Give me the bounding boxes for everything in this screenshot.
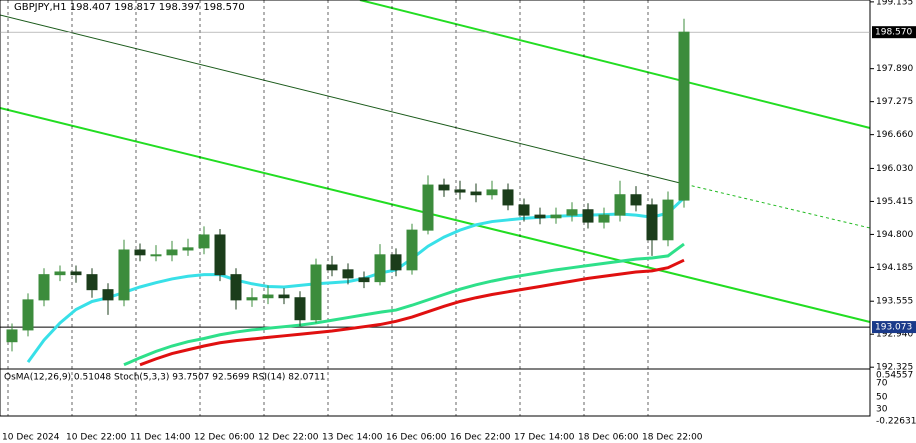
- channel-line: [359, 0, 871, 129]
- candle-body: [54, 271, 66, 276]
- x-tick-label: 10 Dec 2024: [2, 433, 60, 443]
- trend-line: [0, 14, 681, 184]
- candle-body: [6, 329, 18, 343]
- chart-title: GBPJPY,H1 198.407 198.817 198.397 198.57…: [14, 2, 245, 13]
- candle-body: [278, 294, 290, 299]
- candle-body: [358, 277, 370, 283]
- x-tick-label: 12 Dec 22:00: [258, 433, 319, 443]
- candle-body: [294, 297, 306, 321]
- candle-body: [38, 274, 50, 301]
- level-tag: [872, 321, 916, 334]
- y-tick-label: 199.135: [876, 0, 913, 7]
- y-tick-label: 192.325: [876, 363, 913, 373]
- indicator-tick-label: 0.54557: [876, 371, 913, 381]
- x-tick-label: 18 Dec 22:00: [642, 433, 703, 443]
- candle-body: [214, 234, 226, 276]
- x-tick-label: 16 Dec 06:00: [386, 433, 447, 443]
- indicator-tick-label: 50: [876, 393, 888, 403]
- x-tick-label: 18 Dec 06:00: [578, 433, 639, 443]
- candle-body: [486, 189, 498, 196]
- y-tick-label: 192.940: [876, 330, 913, 340]
- y-tick-label: 193.555: [876, 297, 913, 307]
- indicator-tick-label: -0.22631: [876, 417, 916, 427]
- candle-body: [518, 204, 530, 216]
- candle-body: [150, 254, 162, 257]
- current-price-tag: [872, 26, 916, 39]
- indicator-tick-label: 70: [876, 379, 888, 389]
- candle-body: [646, 204, 658, 241]
- moving-average: [139, 258, 685, 367]
- moving-average: [123, 242, 685, 367]
- current-price-label: 198.570: [875, 28, 912, 38]
- candle-body: [534, 214, 546, 219]
- candle-body: [502, 189, 514, 206]
- candle-body: [678, 31, 690, 201]
- candle-body: [310, 264, 322, 321]
- level-label: 193.073: [875, 323, 912, 333]
- candle-body: [86, 274, 98, 291]
- candle-body: [406, 229, 418, 271]
- x-tick-label: 11 Dec 14:00: [130, 433, 191, 443]
- candle-body: [166, 249, 178, 256]
- candle-body: [182, 247, 194, 251]
- candle-body: [230, 274, 242, 301]
- candle-body: [326, 264, 338, 271]
- y-tick-label: 197.275: [876, 97, 913, 107]
- x-tick-label: 12 Dec 06:00: [194, 433, 255, 443]
- x-tick-label: 17 Dec 14:00: [514, 433, 575, 443]
- y-tick-label: 196.030: [876, 164, 913, 174]
- candle-body: [422, 184, 434, 231]
- candle-body: [134, 249, 146, 256]
- y-tick-label: 196.660: [876, 130, 913, 140]
- candle-body: [566, 209, 578, 216]
- candle-body: [454, 189, 466, 193]
- channel-line: [0, 107, 871, 323]
- candle-body: [374, 254, 386, 283]
- candle-body: [342, 269, 354, 279]
- indicator-title: OsMA(12,26,9) 0.51048 Stoch(5,3,3) 93.75…: [4, 373, 326, 383]
- candle-body: [630, 194, 642, 206]
- candle-body: [470, 191, 482, 196]
- candle-body: [438, 184, 450, 191]
- candle-body: [614, 194, 626, 216]
- y-tick-label: 195.415: [876, 197, 913, 207]
- y-tick-label: 197.890: [876, 64, 913, 74]
- candle-body: [102, 289, 114, 301]
- candle-body: [262, 294, 274, 299]
- y-tick-label: 194.800: [876, 230, 913, 240]
- candle-body: [118, 249, 130, 301]
- candle-body: [550, 214, 562, 219]
- candle-body: [662, 199, 674, 241]
- y-tick-label: 194.185: [876, 263, 913, 273]
- trend-line: [679, 182, 871, 229]
- indicator-tick-label: 30: [876, 405, 888, 415]
- candle-body: [246, 297, 258, 301]
- candle-body: [22, 299, 34, 331]
- x-tick-label: 10 Dec 22:00: [66, 433, 127, 443]
- candle-body: [598, 214, 610, 223]
- candle-body: [582, 209, 594, 223]
- x-tick-label: 16 Dec 22:00: [450, 433, 511, 443]
- candle-body: [390, 254, 402, 271]
- candle-body: [198, 234, 210, 249]
- x-tick-label: 13 Dec 14:00: [322, 433, 383, 443]
- candle-body: [70, 271, 82, 276]
- plot-frame: [0, 0, 871, 417]
